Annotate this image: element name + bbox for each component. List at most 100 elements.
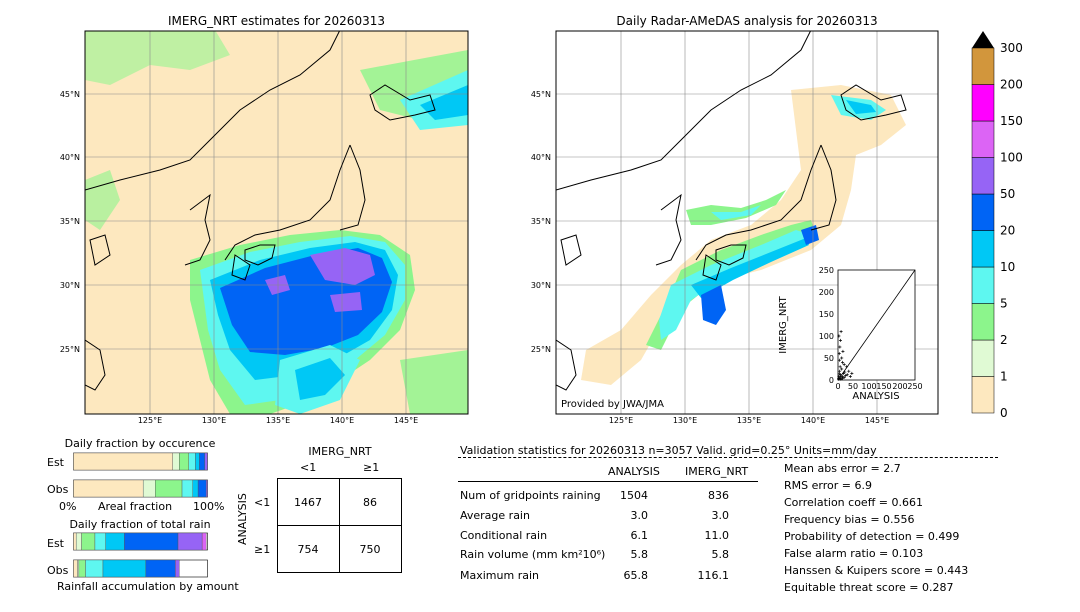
y-tick-1: 50	[824, 354, 834, 363]
colorbar-label-8: 150	[1000, 114, 1023, 128]
score-0: Mean abs error = 2.7	[784, 462, 901, 475]
scatter-point-15	[845, 365, 849, 369]
scatter-point-20	[838, 338, 842, 342]
scatter-ylabel: IMERG_NRT	[778, 295, 789, 353]
x-tick-1: 50	[848, 382, 858, 391]
score-3: Frequency bias = 0.556	[784, 513, 915, 526]
radar-credit: Provided by JWA/JMA	[561, 399, 664, 410]
accumulation-seg-1-5	[145, 559, 176, 578]
y-tick-3: 150	[819, 310, 834, 319]
occurrence-axis-right: 100%	[193, 500, 225, 513]
colorbar-box-0	[971, 376, 995, 414]
x-tick-5: 250	[907, 382, 922, 391]
accumulation-seg-0-5	[124, 532, 179, 551]
colorbar-box-4	[971, 230, 995, 268]
accumulation-seg-0-3	[94, 532, 106, 551]
svg-text:125°E: 125°E	[609, 416, 633, 425]
scatter-point-23	[840, 356, 844, 360]
left-lat-ticks: 45°N 40°N 35°N 30°N 25°N	[60, 90, 80, 354]
scatter-point-31	[841, 377, 845, 381]
scatter-xlabel: ANALYSIS	[852, 391, 899, 402]
colorbar-box-3	[971, 266, 995, 304]
colorbar-label-1: 1	[1000, 370, 1008, 384]
accumulation-seg-1-1	[77, 559, 80, 578]
accumulation-row-obs: Obs	[47, 564, 69, 577]
accumulation-seg-1-3	[85, 559, 104, 578]
stat-label-4: Maximum rain	[460, 569, 539, 582]
scatter-point-6	[838, 373, 842, 377]
scatter-x-ticks: 0 50 100 150 200 250	[835, 382, 922, 391]
right-lat-ticks: 45°N 40°N 35°N 30°N 25°N	[531, 90, 551, 354]
occurrence-chart	[73, 452, 208, 498]
svg-text:145°E: 145°E	[394, 416, 418, 425]
svg-text:145°E: 145°E	[865, 416, 889, 425]
colorbar-box-9	[971, 47, 995, 85]
x-tick-0: 0	[835, 382, 840, 391]
svg-text:130°E: 130°E	[202, 416, 226, 425]
accumulation-seg-1-0	[73, 559, 78, 578]
stat-analysis-1: 3.0	[630, 509, 649, 522]
stat-imerg-2: 11.0	[704, 529, 730, 542]
cell-ge-lt: 754	[298, 543, 319, 556]
contingency-row-ge: ≥1	[254, 543, 271, 556]
score-2: Correlation coeff = 0.661	[784, 496, 923, 509]
y-tick-0: 0	[829, 376, 834, 385]
x-tick-4: 200	[892, 382, 907, 391]
colorbar-label-4: 10	[1000, 260, 1015, 274]
contingency-grid: 1467 86 754 750	[277, 478, 402, 573]
colorbar: 0 1 2 5 10 20 50 100 150 200 300	[971, 31, 1023, 420]
colorbar-extend-arrow	[972, 31, 994, 48]
colorbar-box-6	[971, 157, 995, 195]
scatter-point-12	[842, 375, 846, 379]
contingency-col-lt: <1	[300, 461, 317, 474]
scatter-point-25	[837, 334, 841, 338]
colorbar-box-2	[971, 303, 995, 341]
occurrence-seg-1-1	[142, 479, 156, 498]
colorbar-box-8	[971, 84, 995, 122]
stat-analysis-0: 1504	[620, 489, 648, 502]
score-5: False alarm ratio = 0.103	[784, 547, 924, 560]
occurrence-seg-0-5	[199, 452, 206, 471]
occurrence-title: Daily fraction by occurence	[64, 437, 216, 450]
accumulation-row-est: Est	[47, 537, 64, 550]
right-lon-ticks: 125°E 130°E 135°E 140°E 145°E	[609, 416, 889, 425]
colorbar-box-5	[971, 193, 995, 231]
svg-text:25°N: 25°N	[60, 345, 80, 354]
stat-analysis-4: 65.8	[623, 569, 649, 582]
scatter-point-8	[840, 367, 844, 371]
left-gridlines	[85, 31, 468, 414]
contingency-col-ge: ≥1	[363, 461, 380, 474]
occurrence-seg-1-4	[192, 479, 199, 498]
stat-label-3: Rain volume (mm km²10⁶)	[460, 548, 606, 561]
scatter-point-22	[838, 358, 842, 362]
occurrence-seg-0-1	[172, 452, 180, 471]
svg-text:140°E: 140°E	[330, 416, 354, 425]
one-to-one-line	[837, 269, 916, 381]
scatter-point-17	[847, 369, 851, 373]
score-7: Equitable threat score = 0.287	[784, 581, 954, 594]
colorbar-label-3: 5	[1000, 297, 1008, 311]
left-map-title: IMERG_NRT estimates for 20260313	[168, 14, 385, 28]
y-tick-2: 100	[819, 332, 834, 341]
scatter-point-18	[837, 352, 841, 356]
x-tick-2: 100	[861, 382, 876, 391]
stat-label-2: Conditional rain	[460, 529, 548, 542]
scatter-point-14	[844, 374, 848, 378]
right-coastlines	[556, 31, 907, 391]
stat-label-0: Num of gridpoints raining	[460, 489, 601, 502]
cell-lt-ge: 86	[363, 496, 377, 509]
stat-imerg-4: 116.1	[697, 569, 730, 582]
svg-text:45°N: 45°N	[60, 90, 80, 99]
validation-divider	[458, 457, 998, 458]
accumulation-footer: Rainfall accumulation by amount	[57, 580, 239, 593]
occurrence-seg-1-2	[155, 479, 183, 498]
occurrence-seg-0-3	[188, 452, 196, 471]
col-analysis-header: ANALYSIS	[608, 465, 660, 478]
stat-imerg-3: 5.8	[711, 548, 730, 561]
svg-text:30°N: 30°N	[60, 281, 80, 290]
scatter-point-19	[838, 345, 842, 349]
scatter-point-26	[842, 363, 846, 367]
right-map: 45°N 40°N 35°N 30°N 25°N 125°E 130°E 135…	[531, 30, 939, 425]
occurrence-row-est: Est	[47, 456, 64, 469]
occurrence-axis-mid: Areal fraction	[97, 500, 173, 513]
